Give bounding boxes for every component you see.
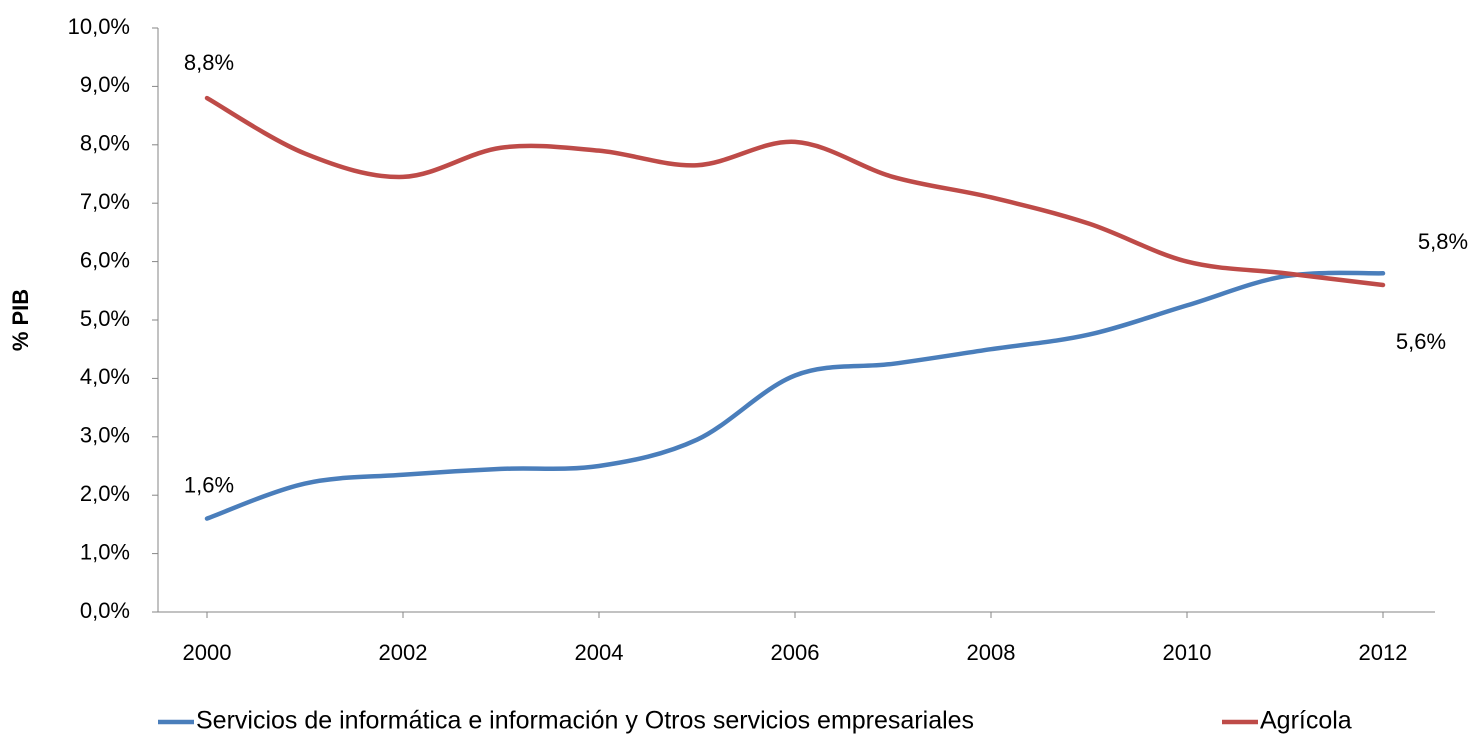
y-tick-label: 8,0% (80, 131, 130, 156)
data-label: 5,8% (1418, 229, 1468, 254)
y-tick-label: 4,0% (80, 364, 130, 389)
x-tick-label: 2006 (771, 640, 820, 665)
series-line (204, 270, 1386, 521)
y-tick-label: 6,0% (80, 247, 130, 272)
y-tick-label: 7,0% (80, 189, 130, 214)
legend-label: Agrícola (1260, 707, 1352, 735)
data-label: 8,8% (184, 50, 234, 75)
y-tick-label: 1,0% (80, 539, 130, 564)
x-tick-label: 2002 (379, 640, 428, 665)
data-label: 5,6% (1396, 329, 1446, 354)
x-tick-label: 2008 (967, 640, 1016, 665)
y-tick-label: 3,0% (80, 423, 130, 448)
x-tick-label: 2010 (1163, 640, 1212, 665)
x-tick-label: 2004 (575, 640, 624, 665)
y-tick-label: 0,0% (80, 598, 130, 623)
y-tick-label: 10,0% (68, 14, 130, 39)
y-tick-label: 2,0% (80, 481, 130, 506)
x-tick-label: 2012 (1359, 640, 1408, 665)
y-tick-label: 9,0% (80, 72, 130, 97)
y-axis-label: % PIB (8, 289, 33, 351)
x-tick-label: 2000 (183, 640, 232, 665)
y-tick-label: 5,0% (80, 306, 130, 331)
series-line (204, 95, 1386, 288)
data-label: 1,6% (184, 472, 234, 497)
legend-label: Servicios de informática e información y… (196, 707, 974, 735)
